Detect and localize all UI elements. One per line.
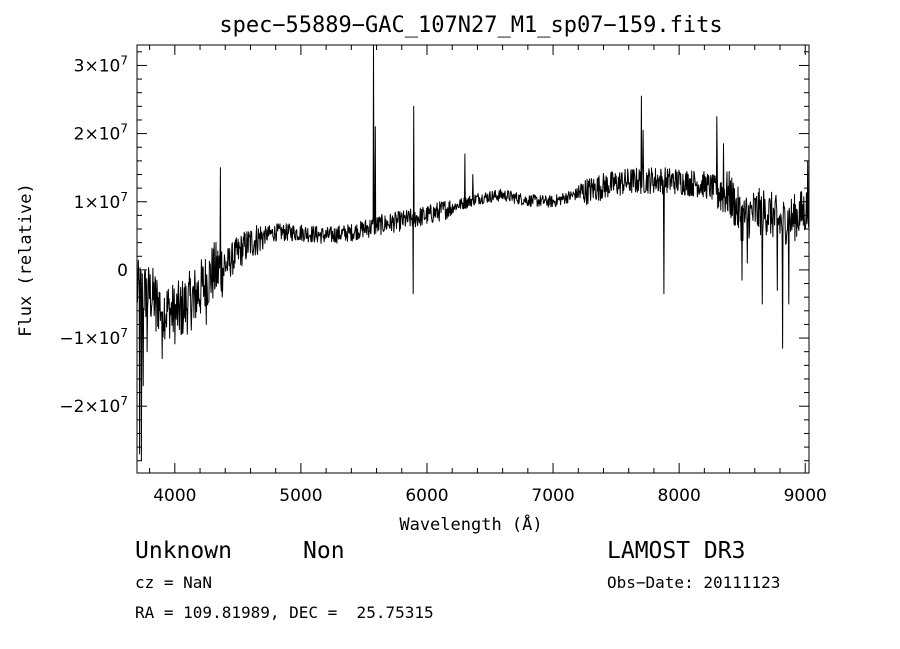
y-tick-label: 2×107 [74,122,128,145]
coordinates-info: RA = 109.81989, DEC = 25.75315 [135,603,434,622]
x-axis-label: Wavelength (Å) [399,513,542,535]
survey-name: LAMOST DR3 [607,538,746,564]
chart-title: spec−55889−GAC_107N27_M1_sp07−159.fits [219,13,722,38]
x-tick-label: 5000 [279,486,322,506]
y-tick-label: 1×107 [74,190,128,213]
y-tick-label: −2×107 [59,394,128,417]
redshift-info: cz = NaN [135,573,213,592]
object-class: Unknown [135,538,232,564]
x-tick-label: 8000 [658,486,701,506]
x-tick-label: 6000 [405,486,448,506]
y-tick-label: −1×107 [59,326,128,349]
x-tick-label: 9000 [784,486,827,506]
object-subclass: Non [303,538,345,564]
y-axis-label: Flux (relative) [16,183,36,337]
y-tick-label: 0 [117,261,128,281]
x-tick-label: 4000 [153,486,196,506]
plot-frame [136,44,810,474]
observation-date: Obs−Date: 20111123 [607,573,781,592]
plot-area: 4000 5000 6000 7000 8000 9000 3×107 2×107 1×107 0… [59,44,827,506]
x-tick-label: 7000 [531,486,574,506]
spectrum-line [136,44,810,462]
y-tick-label: 3×107 [74,53,128,76]
